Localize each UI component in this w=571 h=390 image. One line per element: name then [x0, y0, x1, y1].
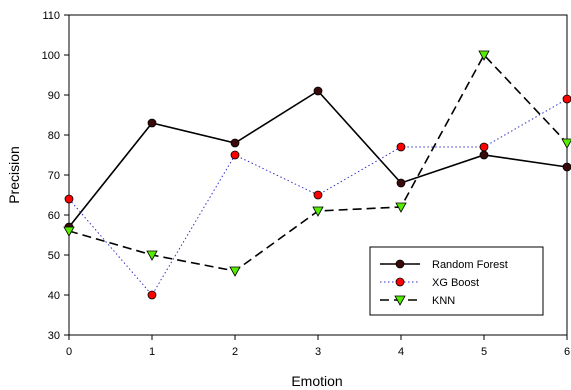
data-point [479, 142, 489, 152]
x-axis-label: Emotion [291, 373, 342, 389]
data-point [396, 142, 406, 152]
x-tick-label: 6 [564, 346, 570, 358]
y-tick-label: 110 [42, 10, 60, 22]
data-point [561, 138, 571, 149]
legend-marker [394, 295, 406, 306]
ticks: 30 40 50 60 70 80 90 100 110 0 1 2 3 4 5 6 [42, 10, 570, 358]
data-point [313, 190, 323, 200]
x-tick-label: 1 [149, 346, 155, 358]
data-point [395, 202, 407, 213]
y-tick-label: 100 [42, 50, 60, 62]
x-tick-label: 2 [232, 346, 238, 358]
y-axis-label: Precision [6, 146, 22, 204]
data-point [147, 118, 157, 128]
data-point [147, 290, 157, 300]
legend-label: KNN [432, 295, 455, 307]
y-tick-label: 80 [48, 130, 60, 142]
series-1 [64, 94, 571, 300]
y-tick-label: 30 [48, 330, 60, 342]
data-point [562, 94, 571, 104]
legend-marker [395, 277, 405, 287]
legend: Random Forest XG Boost KNN [369, 246, 544, 316]
data-point [64, 194, 74, 204]
data-point [230, 150, 240, 160]
x-tick-label: 0 [66, 346, 72, 358]
legend-marker [395, 259, 405, 269]
series-layer [63, 50, 571, 300]
legend-entry: Random Forest [380, 259, 508, 271]
legend-entry: XG Boost [380, 277, 479, 289]
data-point [230, 138, 240, 148]
data-point [479, 150, 489, 160]
y-tick-label: 60 [48, 210, 60, 222]
y-tick-label: 40 [48, 290, 60, 302]
data-point [229, 266, 241, 277]
data-point [146, 250, 158, 261]
series-2 [63, 50, 571, 277]
legend-label: XG Boost [432, 277, 479, 289]
x-tick-label: 5 [481, 346, 487, 358]
data-point [313, 86, 323, 96]
data-point [396, 178, 406, 188]
legend-label: Random Forest [432, 259, 508, 271]
x-tick-label: 3 [315, 346, 321, 358]
y-tick-label: 70 [48, 170, 60, 182]
y-tick-label: 90 [48, 90, 60, 102]
x-tick-label: 4 [398, 346, 404, 358]
data-point [478, 50, 490, 61]
y-tick-label: 50 [48, 250, 60, 262]
data-point [562, 162, 571, 172]
legend-entry: KNN [380, 295, 455, 307]
data-point [63, 226, 75, 237]
data-point [312, 206, 324, 217]
